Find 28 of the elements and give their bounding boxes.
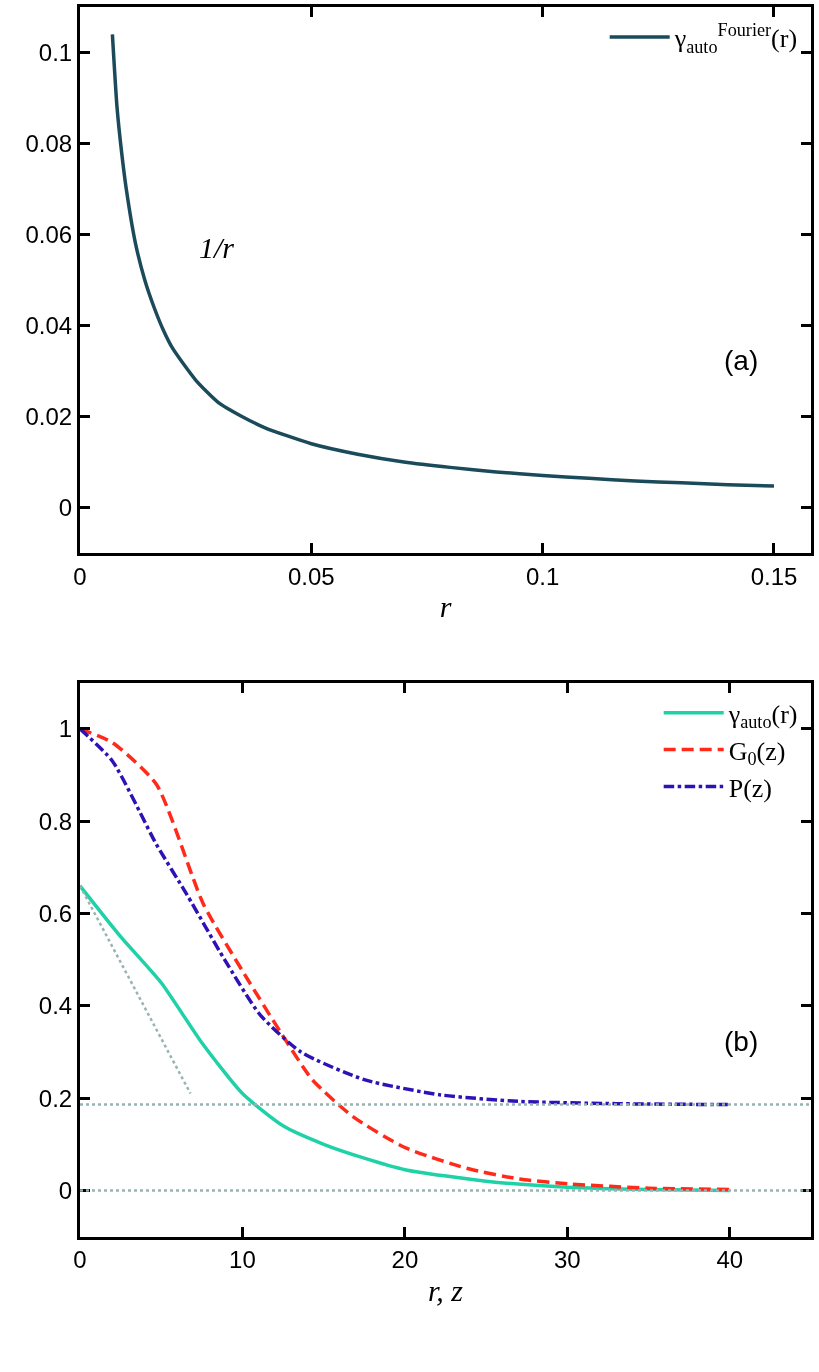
legend-label: G$_{0}$(z): [728, 736, 786, 770]
x-axis-title: r, z: [427, 1273, 464, 1307]
legend-label: γ$_{auto}$(r): [727, 699, 798, 733]
x-tick-label: 20: [391, 1246, 419, 1274]
x-tick-label: 40: [716, 1246, 744, 1274]
annotation: (b): [724, 1026, 759, 1057]
legend-label: P(z): [728, 773, 773, 803]
annotation: (a): [724, 345, 759, 376]
y-tick-label: 0.6: [38, 899, 73, 927]
x-tick-label: 0.05: [287, 562, 335, 590]
y-tick-label: 0.2: [38, 1084, 73, 1112]
y-tick-label: 1: [58, 715, 73, 743]
y-tick-label: 0.02: [25, 402, 73, 430]
y-tick-label: 0.04: [25, 311, 73, 339]
x-tick-label: 10: [229, 1246, 256, 1274]
x-tick-label: 0.1: [525, 562, 560, 590]
y-tick-label: 0.8: [38, 807, 73, 835]
y-tick-label: 0.4: [38, 992, 73, 1020]
annotation: 1/r: [199, 231, 235, 264]
x-tick-label: 0.15: [750, 562, 798, 590]
x-tick-label: 30: [553, 1246, 581, 1274]
legend-label: γ$_{auto}$$^{Fourier}$(r): [673, 20, 798, 57]
y-tick-label: 0.08: [25, 129, 73, 157]
x-axis-title: r: [439, 590, 452, 624]
y-tick-label: 0.06: [25, 220, 73, 248]
y-tick-label: 0.1: [38, 38, 73, 66]
y-tick-label: 0: [58, 493, 73, 521]
y-tick-label: 0: [58, 1176, 73, 1204]
